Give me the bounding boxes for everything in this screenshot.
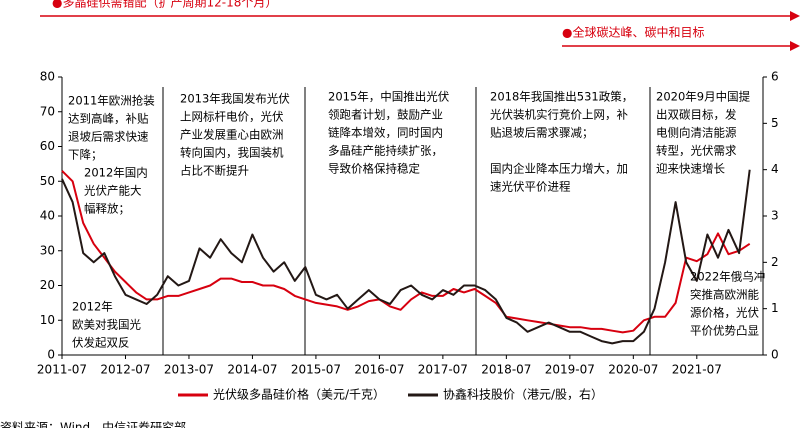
annotation: 2013年我国发布光伏	[180, 92, 290, 106]
y-tick-label: 10	[40, 313, 55, 327]
y2-tick-label: 6	[771, 70, 779, 84]
arrow-head	[790, 11, 800, 21]
y-tick-label: 0	[47, 348, 55, 362]
x-tick-label: 2014-07	[227, 363, 277, 377]
annotation: 导致价格保持稳定	[328, 162, 420, 176]
y2-tick-label: 3	[771, 209, 779, 223]
banner: ●多晶硅供需错配（扩产周期12-18个月）	[52, 0, 277, 10]
annotation: 2015年，中国推出光伏	[328, 90, 450, 104]
annotation: 退坡后需求快速	[68, 130, 149, 144]
annotation: 电侧向清洁能源	[656, 126, 737, 140]
x-tick-label: 2013-07	[164, 363, 214, 377]
x-tick-label: 2011-07	[37, 363, 87, 377]
y-tick-label: 80	[40, 70, 55, 84]
annotation: 2012年	[72, 300, 113, 314]
annotation: 产业发展重心由欧洲	[180, 128, 284, 142]
arrow-head	[790, 41, 800, 51]
annotation: 下降；	[68, 148, 103, 162]
annotation: 源价格，光伏	[690, 306, 759, 320]
y-tick-label: 70	[40, 104, 55, 118]
y2-tick-label: 4	[771, 162, 779, 176]
annotation: 速光伏平价进程	[490, 180, 571, 194]
x-tick-label: 2016-07	[354, 363, 404, 377]
annotation: 出双碳目标，发	[656, 108, 737, 122]
y-tick-label: 20	[40, 278, 55, 292]
annotation: 贴退坡后需求骤减；	[490, 126, 594, 140]
annotation: 光伏装机实行竞价上网，补	[490, 108, 628, 122]
x-tick-label: 2021-07	[672, 363, 722, 377]
y-tick-label: 60	[40, 139, 55, 153]
y2-tick-label: 5	[771, 116, 779, 130]
x-tick-label: 2017-07	[418, 363, 468, 377]
annotation: 幅释放；	[84, 202, 130, 216]
annotation: 国内企业降本压力增大，加	[490, 162, 628, 176]
banner: ●全球碳达峰、碳中和目标	[562, 25, 704, 40]
annotation: 迎来快速增长	[656, 162, 725, 176]
annotation: 光伏产能大	[84, 184, 142, 198]
annotation: 链降本增效，同时国内	[328, 126, 443, 140]
x-tick-label: 2018-07	[481, 363, 531, 377]
y2-tick-label: 1	[771, 301, 779, 315]
x-tick-label: 2019-07	[545, 363, 595, 377]
y2-tick-label: 0	[771, 348, 779, 362]
annotation: 转型，光伏需求	[656, 144, 737, 158]
y-tick-label: 40	[40, 209, 55, 223]
legend-label: 光伏级多晶硅价格（美元/千克）	[213, 387, 385, 402]
annotation: 2018年我国推出531政策，	[490, 90, 633, 104]
x-tick-label: 2012-07	[100, 363, 150, 377]
y-tick-label: 50	[40, 174, 55, 188]
annotation: 2022年俄乌冲	[690, 270, 765, 284]
annotation: 欧美对我国光	[72, 318, 141, 332]
source: 资料来源：Wind，中信证券研究部	[0, 420, 186, 428]
annotation: 上网标杆电价，光伏	[180, 110, 284, 124]
annotation: 平价优势凸显	[690, 324, 759, 338]
annotation: 达到高峰，补贴	[68, 112, 149, 126]
annotation: 占比不断提升	[180, 164, 249, 178]
annotation: 2020年9月中国提	[656, 90, 751, 104]
y-tick-label: 30	[40, 243, 55, 257]
series-line	[61, 170, 751, 334]
annotation: 伏发起双反	[72, 336, 130, 350]
annotation: 突推高欧洲能	[690, 288, 759, 302]
x-tick-label: 2015-07	[291, 363, 341, 377]
annotation: 转向国内，我国装机	[180, 146, 284, 160]
legend-label: 协鑫科技股价（港元/股，右）	[443, 387, 603, 402]
annotation: 2012年国内	[84, 166, 148, 180]
annotation: 领跑者计划，鼓励产业	[328, 108, 443, 122]
annotation: 2011年欧洲抢装	[68, 94, 155, 108]
x-tick-label: 2020-07	[608, 363, 658, 377]
annotation: 多晶硅产能持续扩张，	[328, 144, 443, 158]
y2-tick-label: 2	[771, 255, 779, 269]
series-line	[61, 169, 751, 345]
